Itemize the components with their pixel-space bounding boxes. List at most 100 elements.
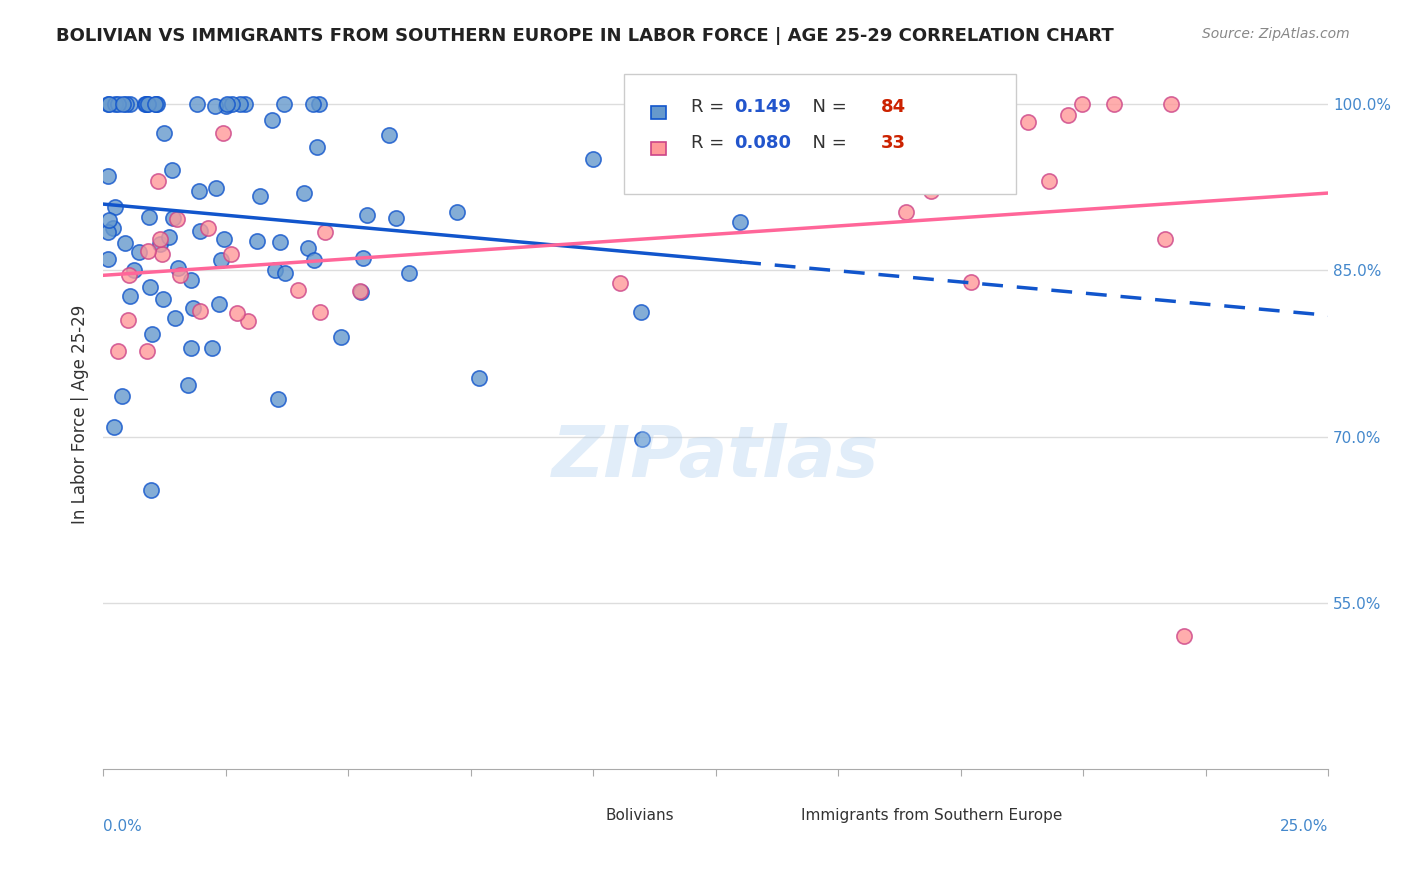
Point <box>103 221 125 235</box>
Point <box>1017 114 1039 128</box>
Point <box>104 97 127 112</box>
Point <box>1070 97 1092 112</box>
Point <box>166 211 188 226</box>
Point <box>630 305 652 319</box>
Point <box>287 283 309 297</box>
Point <box>145 97 167 112</box>
Point <box>103 419 125 434</box>
Point <box>112 97 135 112</box>
Point <box>97 252 120 267</box>
Point <box>208 296 231 310</box>
Point <box>186 97 208 112</box>
Point <box>143 97 166 112</box>
Point <box>959 275 981 289</box>
FancyBboxPatch shape <box>568 809 583 822</box>
Point <box>212 126 235 140</box>
Point <box>120 289 142 303</box>
Point <box>197 221 219 235</box>
Point <box>107 97 129 112</box>
Point <box>1173 629 1195 643</box>
Point <box>136 97 159 112</box>
Point <box>681 126 703 140</box>
Point <box>267 392 290 407</box>
Point <box>111 389 134 403</box>
Point <box>728 215 751 229</box>
Point <box>98 97 121 112</box>
Point <box>215 99 238 113</box>
Text: R =: R = <box>692 98 730 116</box>
Point <box>169 268 191 283</box>
Point <box>176 378 198 392</box>
Point <box>301 97 323 112</box>
Point <box>249 188 271 202</box>
Point <box>160 163 183 178</box>
Point <box>138 210 160 224</box>
Text: 25.0%: 25.0% <box>1279 819 1329 834</box>
Point <box>97 213 120 227</box>
Point <box>148 232 170 246</box>
Point <box>330 330 353 344</box>
Point <box>1160 97 1182 112</box>
Point <box>187 184 209 198</box>
Point <box>308 97 330 112</box>
Point <box>314 225 336 239</box>
Point <box>183 301 205 315</box>
Point <box>180 273 202 287</box>
Point <box>467 370 489 384</box>
Point <box>352 251 374 265</box>
Text: 0.0%: 0.0% <box>103 819 142 834</box>
Text: 33: 33 <box>882 134 905 152</box>
Text: 0.080: 0.080 <box>734 134 792 152</box>
Point <box>446 205 468 219</box>
Point <box>226 305 249 319</box>
Text: 84: 84 <box>882 98 905 116</box>
Point <box>166 260 188 275</box>
Point <box>141 483 163 497</box>
Text: Immigrants from Southern Europe: Immigrants from Southern Europe <box>801 808 1063 823</box>
Point <box>307 140 329 154</box>
Point <box>302 253 325 268</box>
Point <box>920 184 942 198</box>
Point <box>128 244 150 259</box>
Point <box>97 97 120 112</box>
Point <box>1153 232 1175 246</box>
Point <box>146 97 169 112</box>
Point <box>153 126 176 140</box>
Text: Source: ZipAtlas.com: Source: ZipAtlas.com <box>1202 27 1350 41</box>
Point <box>117 312 139 326</box>
Point <box>385 211 408 225</box>
Text: BOLIVIAN VS IMMIGRANTS FROM SOUTHERN EUROPE IN LABOR FORCE | AGE 25-29 CORRELATI: BOLIVIAN VS IMMIGRANTS FROM SOUTHERN EUR… <box>56 27 1114 45</box>
Point <box>188 224 211 238</box>
Point <box>273 97 295 112</box>
Point <box>582 152 605 166</box>
Text: ZIPatlas: ZIPatlas <box>553 423 879 491</box>
Point <box>209 252 232 267</box>
FancyBboxPatch shape <box>624 74 1015 194</box>
Point <box>134 97 156 112</box>
Point <box>269 235 291 249</box>
Point <box>204 99 226 113</box>
Text: Bolivians: Bolivians <box>606 808 673 823</box>
Point <box>97 169 120 183</box>
Point <box>97 225 120 239</box>
Point <box>609 277 631 291</box>
Point <box>152 292 174 306</box>
Point <box>309 305 332 319</box>
Point <box>107 344 129 359</box>
Point <box>141 327 163 342</box>
Point <box>217 97 239 112</box>
Point <box>212 232 235 246</box>
Point <box>894 204 917 219</box>
Point <box>950 162 973 177</box>
Point <box>149 237 172 252</box>
Point <box>1057 108 1080 122</box>
Point <box>297 241 319 255</box>
Point <box>104 200 127 214</box>
Point <box>292 186 315 201</box>
FancyBboxPatch shape <box>765 809 780 822</box>
Point <box>162 211 184 226</box>
Point <box>233 97 256 112</box>
Point <box>377 128 399 142</box>
Point <box>274 266 297 280</box>
FancyBboxPatch shape <box>651 142 666 154</box>
